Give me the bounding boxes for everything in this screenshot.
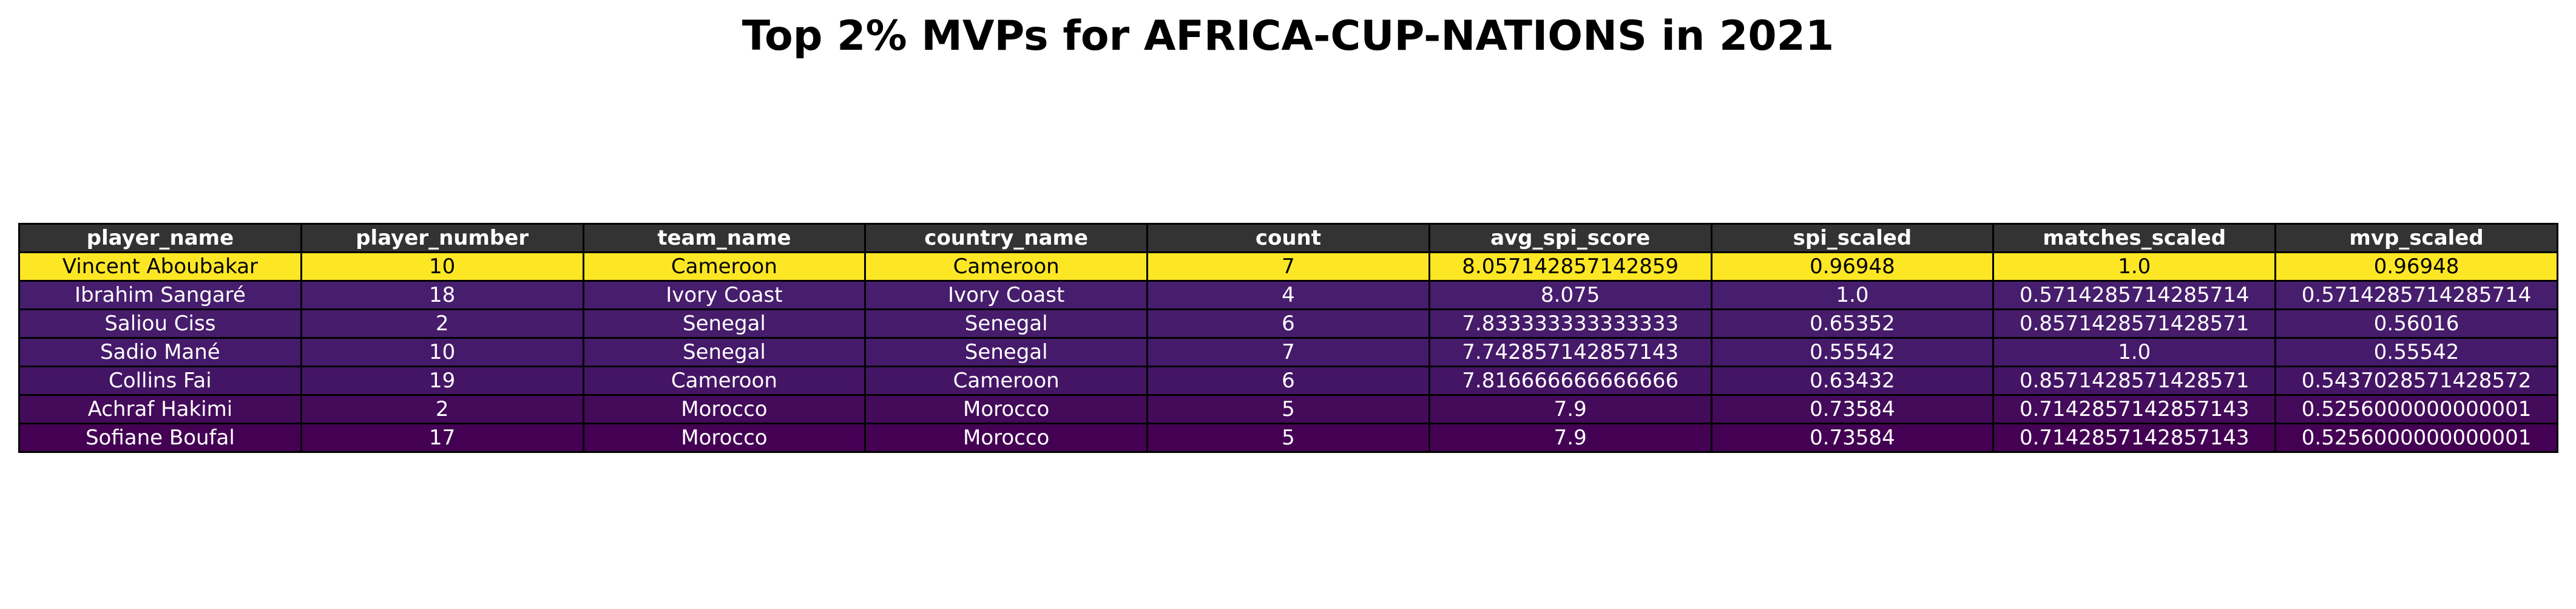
table-cell-mvp-scaled: 0.5256000000000001 bbox=[2274, 394, 2558, 424]
table-cell-avg-spi-score: 7.833333333333333 bbox=[1428, 308, 1712, 339]
table-header: player_name player_number team_name country… bbox=[18, 223, 2558, 253]
table-cell-team-name: Ivory Coast bbox=[582, 280, 867, 310]
table-row: Ibrahim Sangaré 18 Ivory Coast Ivory Coast 4… bbox=[18, 280, 2558, 310]
table-cell-spi-scaled: 0.63432 bbox=[1710, 366, 1995, 396]
table-cell-player-number: 18 bbox=[300, 280, 584, 310]
table-cell-matches-scaled: 0.7142857142857143 bbox=[1992, 423, 2277, 453]
table-cell-team-name: Cameroon bbox=[582, 366, 867, 396]
table-cell-mvp-scaled: 0.55542 bbox=[2274, 337, 2558, 367]
table-cell-avg-spi-score: 8.075 bbox=[1428, 280, 1712, 310]
mvp-table: player_name player_number team_name country… bbox=[18, 223, 2558, 453]
column-header-avg-spi-score: avg_spi_score bbox=[1428, 223, 1712, 253]
table-cell-mvp-scaled: 0.56016 bbox=[2274, 308, 2558, 339]
column-header-team-name: team_name bbox=[582, 223, 867, 253]
table-cell-country-name: Senegal bbox=[864, 308, 1149, 339]
table-cell-avg-spi-score: 7.9 bbox=[1428, 394, 1712, 424]
table-cell-spi-scaled: 1.0 bbox=[1710, 280, 1995, 310]
table-cell-matches-scaled: 1.0 bbox=[1992, 251, 2277, 282]
table-body: Vincent Aboubakar 10 Cameroon Cameroon 7 8.05… bbox=[18, 251, 2558, 453]
table-cell-count: 5 bbox=[1146, 394, 1430, 424]
column-header-count: count bbox=[1146, 223, 1430, 253]
table-cell-mvp-scaled: 0.5256000000000001 bbox=[2274, 423, 2558, 453]
table-cell-spi-scaled: 0.96948 bbox=[1710, 251, 1995, 282]
table-cell-country-name: Cameroon bbox=[864, 251, 1149, 282]
table-cell-mvp-scaled: 0.5714285714285714 bbox=[2274, 280, 2558, 310]
table-cell-spi-scaled: 0.73584 bbox=[1710, 423, 1995, 453]
table-cell-player-name: Collins Fai bbox=[18, 366, 302, 396]
table-cell-player-number: 19 bbox=[300, 366, 584, 396]
column-header-player-name: player_name bbox=[18, 223, 302, 253]
table-cell-player-name: Vincent Aboubakar bbox=[18, 251, 302, 282]
mvp-table-container: player_name player_number team_name country… bbox=[18, 223, 2558, 453]
table-cell-count: 5 bbox=[1146, 423, 1430, 453]
column-header-spi-scaled: spi_scaled bbox=[1710, 223, 1995, 253]
table-cell-matches-scaled: 0.7142857142857143 bbox=[1992, 394, 2277, 424]
table-cell-spi-scaled: 0.55542 bbox=[1710, 337, 1995, 367]
table-row: Vincent Aboubakar 10 Cameroon Cameroon 7 8.05… bbox=[18, 251, 2558, 282]
table-cell-player-number: 2 bbox=[300, 308, 584, 339]
table-cell-player-number: 10 bbox=[300, 337, 584, 367]
table-cell-player-number: 17 bbox=[300, 423, 584, 453]
chart-title: Top 2% MVPs for AFRICA-CUP-NATIONS in 20… bbox=[742, 12, 1834, 60]
table-cell-avg-spi-score: 7.742857142857143 bbox=[1428, 337, 1712, 367]
table-cell-matches-scaled: 1.0 bbox=[1992, 337, 2277, 367]
table-cell-avg-spi-score: 8.057142857142859 bbox=[1428, 251, 1712, 282]
table-cell-player-name: Sadio Mané bbox=[18, 337, 302, 367]
table-cell-country-name: Morocco bbox=[864, 423, 1149, 453]
table-row: Collins Fai 19 Cameroon Cameroon 6 7.81666666… bbox=[18, 366, 2558, 396]
table-cell-mvp-scaled: 0.5437028571428572 bbox=[2274, 366, 2558, 396]
table-cell-matches-scaled: 0.8571428571428571 bbox=[1992, 308, 2277, 339]
table-cell-player-name: Saliou Ciss bbox=[18, 308, 302, 339]
table-cell-country-name: Morocco bbox=[864, 394, 1149, 424]
column-header-mvp-scaled: mvp_scaled bbox=[2274, 223, 2558, 253]
table-cell-spi-scaled: 0.65352 bbox=[1710, 308, 1995, 339]
table-cell-player-number: 2 bbox=[300, 394, 584, 424]
table-row: Achraf Hakimi 2 Morocco Morocco 5 7.9 0.73584 0… bbox=[18, 394, 2558, 424]
table-cell-count: 6 bbox=[1146, 308, 1430, 339]
table-cell-spi-scaled: 0.73584 bbox=[1710, 394, 1995, 424]
table-row: Saliou Ciss 2 Senegal Senegal 6 7.83333333333… bbox=[18, 308, 2558, 339]
table-cell-mvp-scaled: 0.96948 bbox=[2274, 251, 2558, 282]
table-cell-player-number: 10 bbox=[300, 251, 584, 282]
table-cell-matches-scaled: 0.8571428571428571 bbox=[1992, 366, 2277, 396]
column-header-matches-scaled: matches_scaled bbox=[1992, 223, 2277, 253]
table-cell-country-name: Cameroon bbox=[864, 366, 1149, 396]
table-cell-count: 6 bbox=[1146, 366, 1430, 396]
table-cell-player-name: Sofiane Boufal bbox=[18, 423, 302, 453]
table-cell-count: 7 bbox=[1146, 251, 1430, 282]
table-cell-country-name: Senegal bbox=[864, 337, 1149, 367]
table-cell-country-name: Ivory Coast bbox=[864, 280, 1149, 310]
table-cell-matches-scaled: 0.5714285714285714 bbox=[1992, 280, 2277, 310]
table-cell-avg-spi-score: 7.816666666666666 bbox=[1428, 366, 1712, 396]
table-cell-player-name: Achraf Hakimi bbox=[18, 394, 302, 424]
table-cell-team-name: Morocco bbox=[582, 394, 867, 424]
column-header-player-number: player_number bbox=[300, 223, 584, 253]
table-cell-count: 7 bbox=[1146, 337, 1430, 367]
table-cell-count: 4 bbox=[1146, 280, 1430, 310]
header-row: player_name player_number team_name country… bbox=[18, 223, 2558, 253]
table-cell-team-name: Senegal bbox=[582, 308, 867, 339]
table-cell-team-name: Senegal bbox=[582, 337, 867, 367]
column-header-country-name: country_name bbox=[864, 223, 1149, 253]
table-cell-avg-spi-score: 7.9 bbox=[1428, 423, 1712, 453]
table-row: Sadio Mané 10 Senegal Senegal 7 7.74285714285… bbox=[18, 337, 2558, 367]
table-cell-team-name: Morocco bbox=[582, 423, 867, 453]
table-row: Sofiane Boufal 17 Morocco Morocco 5 7.9 0.7358… bbox=[18, 423, 2558, 453]
table-cell-player-name: Ibrahim Sangaré bbox=[18, 280, 302, 310]
table-cell-team-name: Cameroon bbox=[582, 251, 867, 282]
